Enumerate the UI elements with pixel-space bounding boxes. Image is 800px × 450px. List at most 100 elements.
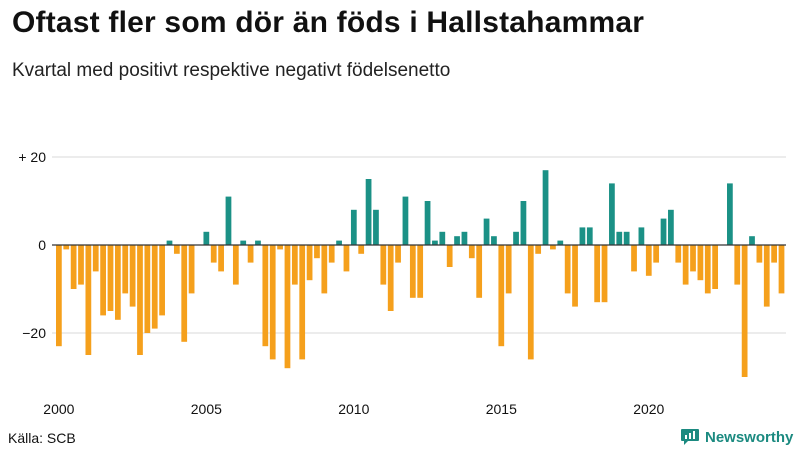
bar-negative [151, 245, 158, 329]
bar-negative [527, 245, 534, 360]
bar-negative [328, 245, 335, 263]
chart-title: Oftast fler som dör än föds i Hallstaham… [12, 6, 645, 39]
x-axis-ticks: 2000 2005 2010 2015 2020 [43, 401, 664, 417]
brand-logo[interactable]: Newsworthy [680, 428, 793, 446]
bar-positive [225, 196, 232, 245]
bar-negative [358, 245, 365, 254]
bar-negative [114, 245, 121, 320]
bar-positive [609, 183, 615, 245]
bar-negative [712, 245, 719, 289]
bars [56, 170, 785, 377]
bar-positive [520, 201, 527, 245]
bar-positive [424, 201, 431, 245]
bar-negative [380, 245, 387, 285]
bar-positive [586, 227, 593, 245]
y-tick-label: 0 [38, 237, 46, 253]
bar-negative [763, 245, 770, 307]
bar-negative [409, 245, 416, 298]
bar-negative [299, 245, 306, 360]
bar-negative [284, 245, 291, 369]
bar-negative [137, 245, 143, 355]
bar-positive [432, 240, 438, 245]
y-tick-label: −20 [22, 325, 46, 341]
bar-negative [690, 245, 696, 272]
y-tick-label: + 20 [18, 149, 46, 165]
newsworthy-logo-icon [681, 429, 699, 445]
bar-negative [70, 245, 77, 289]
source-note: Källa: SCB [8, 430, 76, 446]
bar-negative [564, 245, 571, 294]
bar-positive [616, 231, 623, 245]
bar-negative [173, 245, 180, 254]
bar-negative [291, 245, 298, 285]
bar-negative [56, 245, 62, 347]
bar-positive [491, 236, 497, 245]
x-tick-label: 2000 [43, 401, 74, 417]
bar-negative [682, 245, 689, 285]
x-tick-label: 2015 [486, 401, 517, 417]
bar-positive [557, 240, 564, 245]
bar-negative [247, 245, 254, 263]
bar-negative [85, 245, 92, 355]
bar-positive [402, 196, 409, 245]
bar-positive [373, 209, 379, 245]
y-axis-ticks: + 20 0 −20 [18, 149, 46, 341]
bar-positive [240, 240, 247, 245]
bar-positive [513, 231, 519, 245]
bar-positive [483, 218, 490, 245]
bar-negative [645, 245, 652, 276]
chart-subtitle: Kvartal med positivt respektive negativt… [12, 60, 451, 81]
bar-negative [476, 245, 483, 298]
bar-positive [579, 227, 586, 245]
bar-negative [188, 245, 195, 294]
x-tick-label: 2010 [338, 401, 369, 417]
bar-positive [727, 183, 733, 245]
bar-negative [417, 245, 424, 298]
bar-positive [638, 227, 645, 245]
bar-positive [660, 218, 667, 245]
bar-negative [734, 245, 741, 285]
x-tick-label: 2005 [191, 401, 222, 417]
bar-negative [572, 245, 578, 307]
bar-negative [277, 245, 283, 250]
brand-name: Newsworthy [705, 428, 794, 446]
bar-negative [704, 245, 711, 294]
bar-negative [387, 245, 394, 311]
bar-negative [498, 245, 505, 347]
x-tick-label: 2020 [633, 401, 664, 417]
bar-negative [210, 245, 217, 263]
bar-negative [778, 245, 785, 294]
gridlines [52, 156, 786, 334]
bar-positive [350, 209, 357, 245]
bar-negative [395, 245, 401, 263]
bar-negative [129, 245, 136, 307]
bar-positive [461, 231, 468, 245]
bar-negative [550, 245, 556, 250]
bar-negative [122, 245, 129, 294]
bar-negative [601, 245, 608, 303]
bar-negative [100, 245, 106, 316]
bar-negative [92, 245, 99, 272]
bar-negative [741, 245, 748, 377]
bar-positive [255, 240, 261, 245]
bar-negative [107, 245, 114, 311]
bar-negative [321, 245, 328, 294]
bar-negative [675, 245, 682, 263]
bar-negative [594, 245, 601, 303]
bar-negative [468, 245, 475, 259]
bar-negative [269, 245, 276, 360]
bar-negative [631, 245, 637, 272]
bar-negative [771, 245, 777, 263]
bar-positive [439, 231, 446, 245]
bar-negative [697, 245, 704, 281]
bar-negative [218, 245, 224, 272]
bar-positive [166, 240, 173, 245]
bar-negative [306, 245, 313, 281]
bar-negative [446, 245, 453, 267]
bar-positive [203, 231, 210, 245]
bar-negative [159, 245, 165, 316]
bar-positive [749, 236, 755, 245]
bar-negative [78, 245, 84, 285]
bar-positive [365, 179, 372, 245]
